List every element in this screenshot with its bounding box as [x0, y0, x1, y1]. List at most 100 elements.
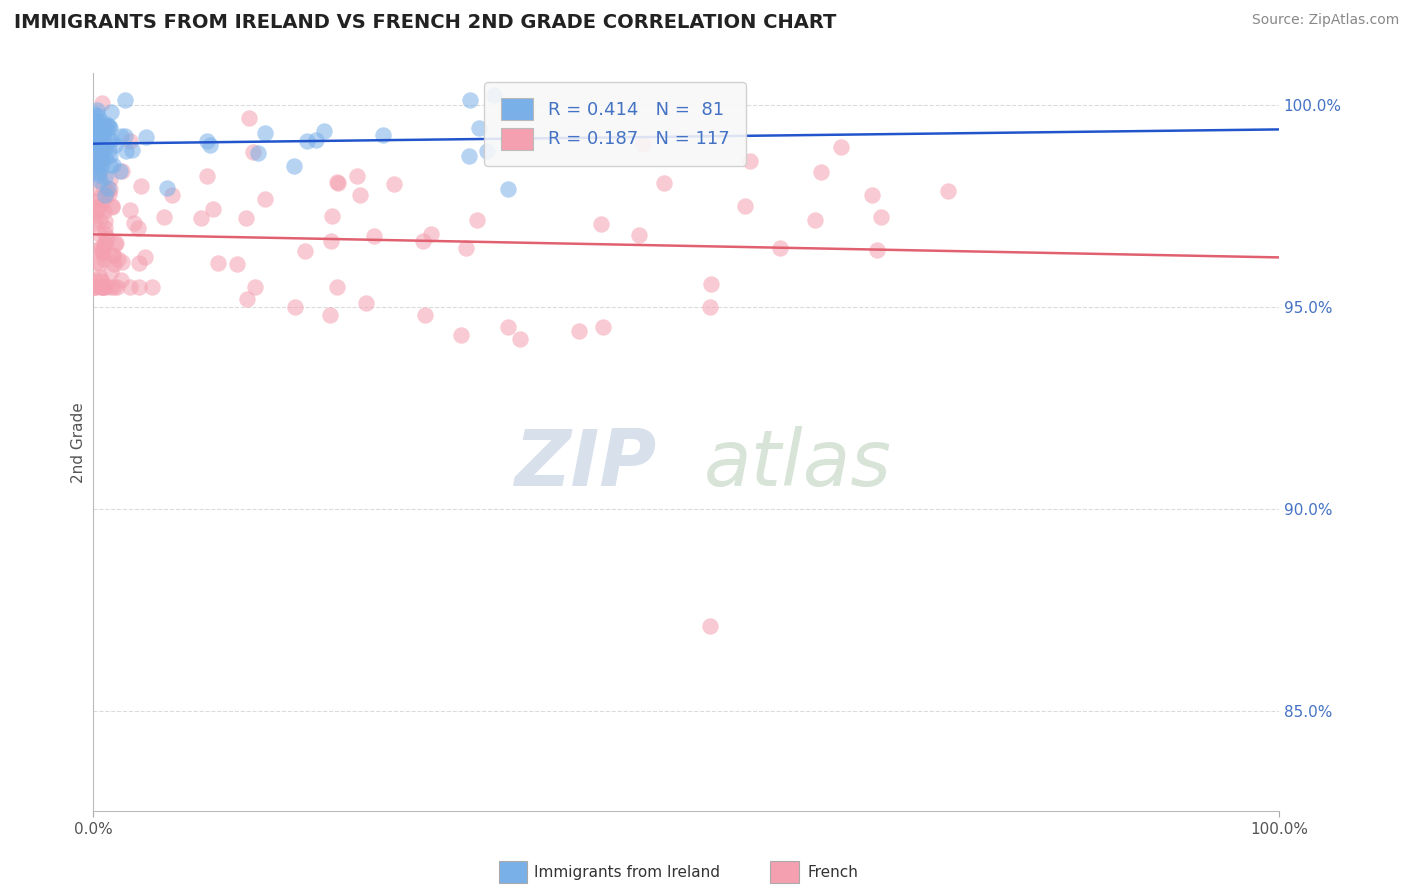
Point: [93, 131, 115, 145]
Point: [104, 236, 127, 251]
Point: [128, 280, 150, 294]
Point: [226, 257, 249, 271]
Point: [363, 228, 385, 243]
Point: [93, 127, 115, 141]
Point: [235, 211, 257, 225]
Point: [830, 140, 852, 154]
Point: [284, 300, 307, 314]
Point: [87, 117, 110, 131]
Point: [86, 114, 108, 128]
Text: atlas: atlas: [704, 426, 891, 502]
Point: [87, 191, 110, 205]
Point: [91, 280, 114, 294]
Point: [86, 153, 108, 168]
Point: [86, 137, 108, 152]
Point: [100, 280, 122, 294]
Point: [869, 210, 891, 224]
Point: [135, 129, 157, 144]
Point: [104, 138, 127, 153]
Point: [349, 187, 371, 202]
Point: [89, 269, 111, 284]
Point: [100, 199, 122, 213]
Point: [87, 226, 110, 240]
Point: [83, 119, 105, 133]
Point: [87, 125, 110, 139]
Point: [129, 178, 152, 193]
Point: [245, 280, 267, 294]
Point: [87, 243, 110, 257]
Text: French: French: [807, 865, 858, 880]
Point: [115, 144, 138, 158]
Point: [90, 240, 112, 254]
Y-axis label: 2nd Grade: 2nd Grade: [72, 401, 86, 483]
Point: [118, 280, 141, 294]
Point: [93, 227, 115, 241]
Point: [97, 181, 120, 195]
Point: [84, 273, 107, 287]
Point: [91, 246, 114, 260]
Point: [509, 332, 531, 346]
Point: [738, 153, 761, 168]
Point: [90, 153, 112, 167]
Point: [141, 280, 163, 294]
Point: [90, 280, 112, 294]
Point: [121, 143, 143, 157]
Point: [96, 231, 118, 245]
Point: [97, 187, 120, 202]
Point: [90, 280, 112, 294]
Point: [110, 255, 132, 269]
Point: [83, 159, 105, 173]
Point: [477, 144, 499, 158]
Point: [89, 174, 111, 188]
Point: [91, 244, 114, 258]
Point: [321, 210, 343, 224]
Point: [86, 160, 108, 174]
Point: [86, 200, 108, 214]
Point: [305, 133, 328, 147]
Point: [86, 142, 108, 156]
Point: [94, 235, 117, 250]
Point: [98, 148, 121, 162]
Point: [98, 119, 121, 133]
Point: [810, 165, 832, 179]
Point: [83, 280, 105, 294]
Point: [699, 300, 721, 314]
Point: [314, 124, 336, 138]
Point: [699, 619, 721, 633]
Point: [108, 164, 131, 178]
Point: [769, 241, 792, 255]
Point: [114, 128, 136, 143]
Point: [354, 296, 377, 310]
Point: [325, 175, 347, 189]
Point: [98, 121, 121, 136]
Point: [592, 320, 614, 334]
Point: [413, 308, 436, 322]
Point: [496, 181, 519, 195]
Point: [86, 136, 108, 150]
Point: [91, 95, 114, 110]
Text: IMMIGRANTS FROM IRELAND VS FRENCH 2ND GRADE CORRELATION CHART: IMMIGRANTS FROM IRELAND VS FRENCH 2ND GR…: [14, 13, 837, 32]
Point: [100, 105, 122, 120]
Point: [103, 237, 125, 252]
Point: [93, 203, 115, 218]
Point: [860, 187, 883, 202]
Point: [128, 256, 150, 270]
Point: [247, 145, 270, 160]
Point: [90, 140, 112, 154]
Point: [103, 280, 125, 294]
Point: [101, 248, 124, 262]
Text: Immigrants from Ireland: Immigrants from Ireland: [534, 865, 720, 880]
Point: [482, 88, 505, 103]
Point: [371, 128, 394, 143]
Point: [238, 111, 260, 125]
Point: [87, 109, 110, 123]
Point: [94, 117, 117, 131]
Point: [89, 212, 111, 227]
Point: [98, 172, 121, 186]
Point: [84, 280, 107, 294]
Point: [90, 120, 112, 135]
Point: [496, 320, 519, 334]
Point: [89, 148, 111, 162]
Point: [467, 120, 489, 135]
Point: [202, 202, 225, 216]
